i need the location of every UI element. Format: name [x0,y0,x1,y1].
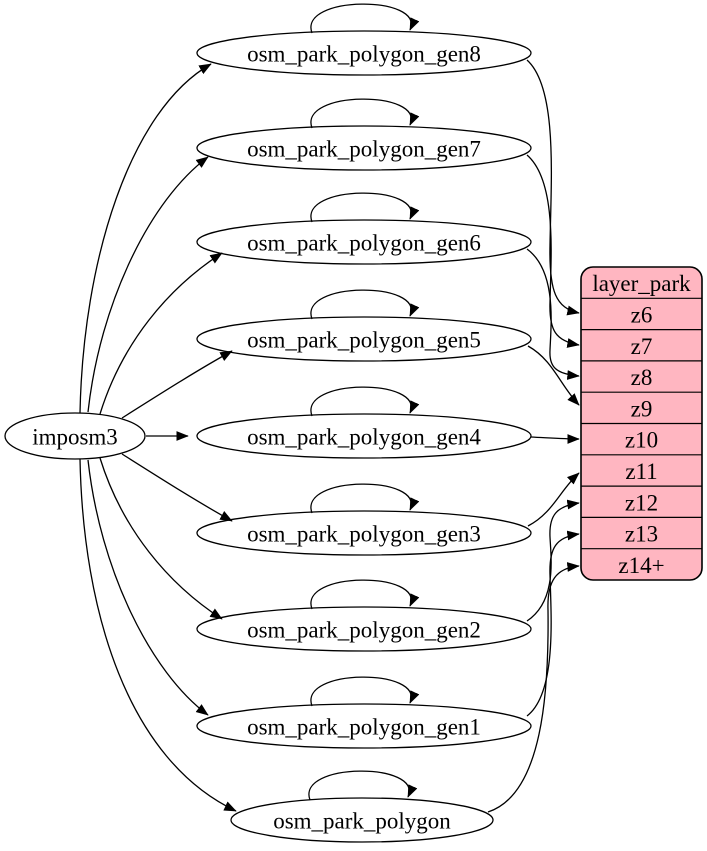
edge-imposm3-to-osm_park_polygon_gen6 [99,252,223,415]
node-ellipse [196,510,532,556]
table-row-z7: z7 [631,334,653,359]
node-label: osm_park_polygon_gen2 [247,618,481,643]
node-ellipse [196,316,532,362]
node-ellipse [196,703,532,749]
node-ellipse [196,219,532,265]
edge-imposm3-to-osm_park_polygon_gen8 [79,63,212,414]
self-loop-osm_park_polygon_gen7 [310,98,420,129]
edge-osm_park_polygon_gen4-to-layer_park-z10 [530,434,580,444]
node-ellipse [196,413,532,459]
edge-imposm3-to-osm_park_polygon_gen2 [99,457,223,620]
node-osm_park_polygon_gen2: osm_park_polygon_gen2 [196,606,532,652]
node-label: osm_park_polygon_gen6 [247,231,481,256]
edge-osm_park_polygon_gen7-to-layer_park-z7 [526,154,580,348]
self-loop-osm_park_polygon_gen3 [310,483,420,514]
table-row-z10: z10 [625,428,658,453]
edge-imposm3-to-osm_park_polygon_gen3 [121,453,233,522]
node-osm_park_polygon_gen6: osm_park_polygon_gen6 [196,219,532,265]
table-row-z14+: z14+ [618,553,664,578]
node-osm_park_polygon: osm_park_polygon [230,797,494,843]
edge-osm_park_polygon_gen6-to-layer_park-z8 [526,248,580,380]
self-loop-osm_park_polygon_gen1 [310,676,420,707]
self-loop-osm_park_polygon_gen4 [310,386,420,417]
edge-imposm3-to-osm_park_polygon [79,458,237,812]
node-label: osm_park_polygon_gen1 [247,715,481,740]
table-row-z12: z12 [625,490,658,515]
self-loop-osm_park_polygon_gen2 [310,579,420,610]
edge-osm_park_polygon-to-layer_park-z14+ [487,562,580,813]
edge-imposm3-to-osm_park_polygon_gen7 [87,156,209,413]
node-osm_park_polygon_gen8: osm_park_polygon_gen8 [196,30,532,76]
self-loop-osm_park_polygon_gen8 [310,3,420,34]
edge-osm_park_polygon_gen2-to-layer_park-z12 [526,499,580,622]
node-label: osm_park_polygon [273,809,451,834]
node-label: imposm3 [32,425,118,450]
node-ellipse [4,412,146,460]
self-loop-osm_park_polygon_gen6 [310,192,420,223]
node-label: osm_park_polygon_gen3 [247,522,481,547]
self-loop-osm_park_polygon_gen5 [310,289,420,320]
table-row-z9: z9 [631,396,653,421]
node-ellipse [196,606,532,652]
table-row-z13: z13 [625,522,658,547]
node-osm_park_polygon_gen7: osm_park_polygon_gen7 [196,125,532,171]
edge-osm_park_polygon_gen5-to-layer_park-z9 [527,345,580,406]
node-osm_park_polygon_gen1: osm_park_polygon_gen1 [196,703,532,749]
table-row-z6: z6 [631,302,653,327]
edge-osm_park_polygon_gen8-to-layer_park-z6 [526,59,580,316]
node-ellipse [230,797,494,843]
edge-imposm3-to-osm_park_polygon_gen5 [121,350,233,419]
node-imposm3: imposm3 [4,412,146,460]
edge-imposm3-to-osm_park_polygon_gen1 [87,459,209,716]
node-label: osm_park_polygon_gen7 [247,137,481,162]
edge-osm_park_polygon_gen1-to-layer_park-z13 [526,530,580,717]
table-title: layer_park [592,271,691,296]
node-ellipse [196,30,532,76]
edge-osm_park_polygon_gen3-to-layer_park-z11 [527,472,580,527]
table-layer_park: layer_park z6 z7 z8 z9 z10 z11 z12 z13 z14+ [580,266,703,581]
node-label: osm_park_polygon_gen4 [247,425,481,450]
node-osm_park_polygon_gen4: osm_park_polygon_gen4 [196,413,532,459]
self-loop-osm_park_polygon [308,770,418,801]
table-row-z11: z11 [625,459,657,484]
node-osm_park_polygon_gen3: osm_park_polygon_gen3 [196,510,532,556]
node-osm_park_polygon_gen5: osm_park_polygon_gen5 [196,316,532,362]
node-label: osm_park_polygon_gen5 [247,328,481,353]
node-ellipse [196,125,532,171]
table-row-z8: z8 [631,365,653,390]
node-label: osm_park_polygon_gen8 [247,42,481,67]
